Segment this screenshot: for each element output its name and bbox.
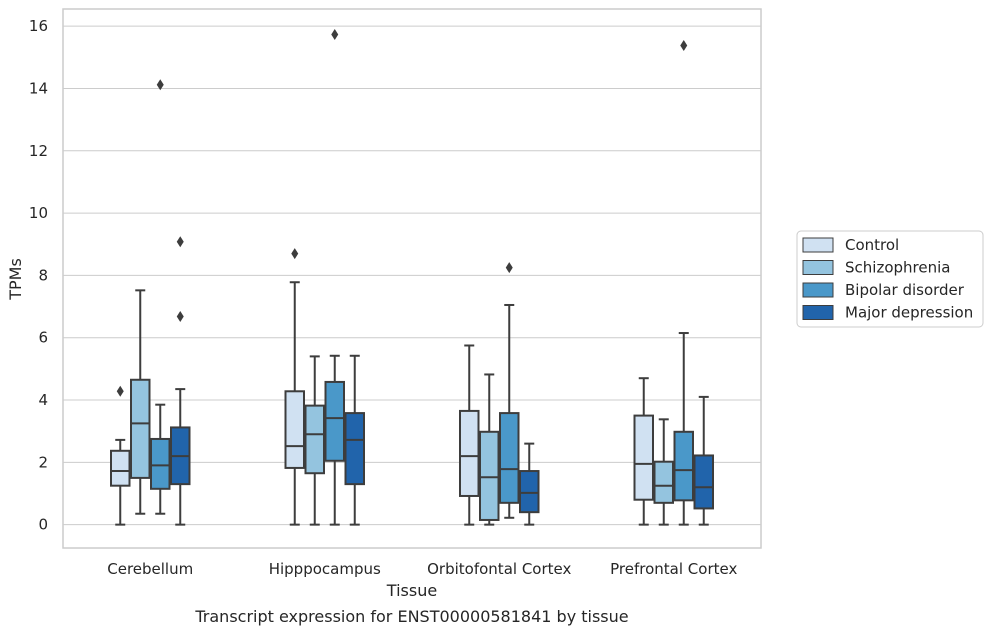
iqr-box [110,449,131,487]
outlier-marker [680,39,688,51]
legend: Control Schizophrenia Bipolar disorder Majo… [796,230,984,328]
box-schizophrenia [304,355,325,526]
box-major-depression [519,442,540,526]
x-tick-label: Hipppocampus [269,560,381,578]
box-bipolar-disorder [150,79,171,515]
y-tick-label: 12 [29,142,48,160]
box-control [459,344,480,526]
iqr-box [499,412,520,504]
legend-label: Schizophrenia [845,259,950,277]
y-tick-label: 14 [29,79,48,97]
box-bipolar-disorder [673,39,694,526]
legend-swatch [802,260,834,275]
y-axis-label: TPMs [6,258,25,301]
box-bipolar-disorder [324,29,345,526]
y-tick-label: 6 [38,329,48,347]
outlier-marker [331,29,339,41]
iqr-box [324,380,345,462]
box-schizophrenia [479,373,500,526]
plot-area: 0 2 4 6 8 10 12 14 16 Cerebellum Hipppocampus Orbit… [29,8,762,578]
y-tick-label: 0 [38,516,48,534]
iqr-box [653,460,674,504]
iqr-box [284,390,305,469]
iqr-box [519,470,540,514]
box-bipolar-disorder [499,262,520,519]
y-tick-label: 8 [38,266,48,284]
chart-caption: Transcript expression for ENST0000058184… [194,607,628,626]
iqr-box [479,430,500,521]
legend-swatch [802,237,834,253]
outlier-marker [116,385,124,397]
box-schizophrenia [653,418,674,526]
legend-label: Bipolar disorder [845,281,965,299]
iqr-box [633,414,654,501]
iqr-box [344,412,365,486]
box-control [284,248,305,526]
box-major-depression [170,236,191,526]
outlier-marker [176,236,184,248]
outlier-marker [156,79,164,91]
legend-label: Control [845,236,899,254]
x-tick-label: Cerebellum [107,560,193,578]
box-control [633,377,654,526]
iqr-box [693,454,714,510]
legend-frame [796,230,984,328]
outlier-marker [505,262,513,274]
box-schizophrenia [130,289,151,515]
iqr-box [304,404,325,475]
x-tick-label: Orbitofontal Cortex [427,560,571,578]
iqr-box [459,409,480,497]
box-control [110,385,131,526]
y-tick-label: 16 [29,17,48,35]
box-major-depression [693,395,714,526]
x-tick-label: Prefrontal Cortex [610,560,737,578]
y-tick-label: 4 [38,391,48,409]
box-major-depression [344,354,365,526]
plot-frame [62,8,762,549]
iqr-box [150,437,171,490]
x-axis-label: Tissue [386,581,437,600]
iqr-box [673,430,694,502]
iqr-box [130,378,151,479]
legend-swatch [802,305,834,320]
legend-label: Major depression [845,304,973,322]
outlier-marker [291,248,299,260]
legend-swatch [802,282,834,298]
y-tick-label: 10 [29,204,48,222]
outlier-marker [176,311,184,323]
y-tick-label: 2 [38,453,48,471]
